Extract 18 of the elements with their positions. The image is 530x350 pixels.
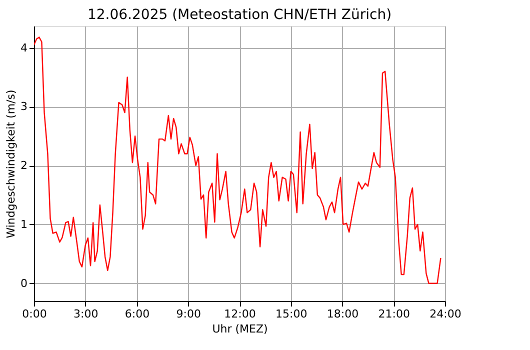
x-tick-label: 18:00 (326, 308, 359, 320)
y-tick-label: 3 (20, 100, 28, 114)
x-tick-label: 3:00 (74, 308, 98, 320)
y-tick-label: 4 (20, 41, 28, 54)
y-tick-label: 1 (20, 218, 28, 231)
x-tick-label: 21:00 (378, 308, 410, 320)
x-tick-label: 9:00 (176, 308, 201, 320)
y-tick-label: 2 (20, 159, 28, 172)
y-tick-label: 0 (20, 276, 28, 290)
x-tick-label: 24:00 (430, 308, 462, 320)
x-tick-label: 6:00 (124, 308, 150, 320)
x-tick-label: 12:00 (224, 308, 256, 320)
chart-title: 12.06.2025 (Meteostation CHN/ETH Zürich) (87, 7, 392, 23)
y-axis-title: Windgeschwindigkeit (m/s) (4, 90, 18, 238)
x-axis-title: Uhr (MEZ) (212, 322, 268, 336)
line-series (34, 36, 442, 284)
x-tick-label: 15:00 (276, 308, 308, 320)
x-tick-label: 0:00 (22, 308, 47, 320)
